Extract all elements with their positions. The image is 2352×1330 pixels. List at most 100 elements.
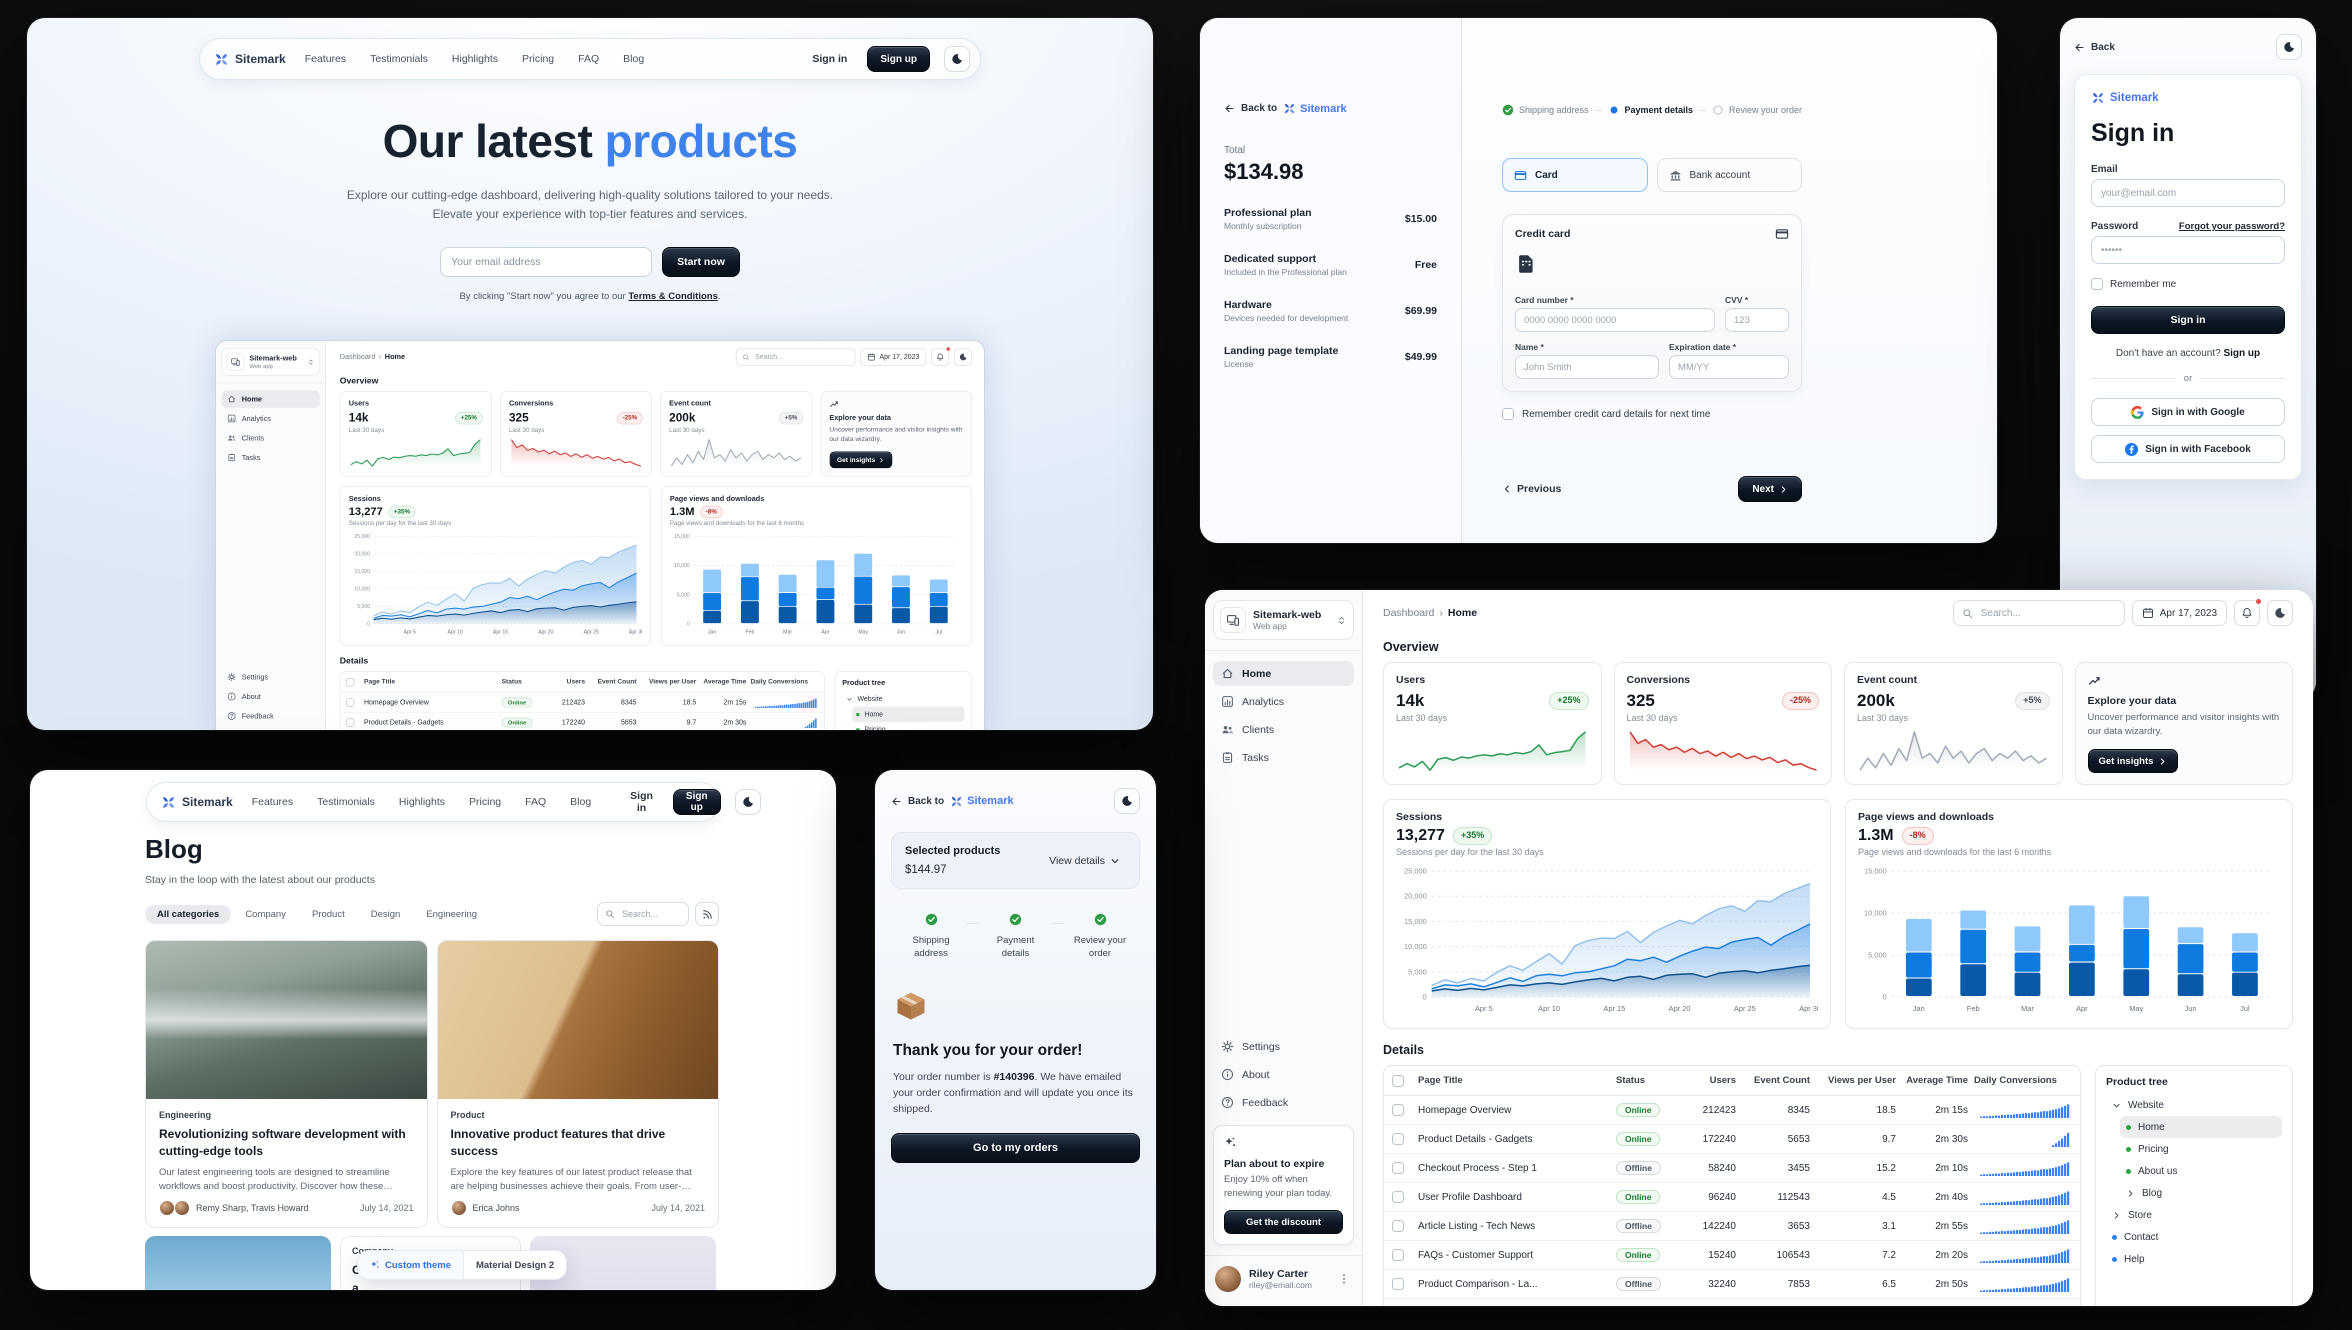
- sign-up-button[interactable]: Sign up: [867, 46, 930, 72]
- tree-item-home[interactable]: Home: [851, 706, 965, 722]
- stat-card-event-count[interactable]: Event count 200k +5% Last 30 days: [660, 391, 812, 477]
- sidebar-item-clients[interactable]: Clients: [222, 429, 320, 446]
- sidebar-item-feedback[interactable]: Feedback: [222, 707, 320, 724]
- tree-item-website[interactable]: Website: [2106, 1094, 2282, 1116]
- dark-mode-toggle[interactable]: [954, 347, 973, 367]
- table-row[interactable]: Shopping Cart - ElectronicsOnline4824085…: [1384, 1299, 2080, 1306]
- sidebar-item-tasks[interactable]: Tasks: [222, 449, 320, 466]
- step-shipping-address[interactable]: Shipping address: [901, 913, 961, 961]
- table-row[interactable]: Homepage Overview Online 212423 8345 18.5 2m …: [1384, 1096, 2080, 1125]
- sessions-chart-card[interactable]: Sessions 13,277 +35% Sessions per day for t…: [339, 486, 652, 647]
- tree-item-home[interactable]: Home: [2120, 1116, 2282, 1138]
- nav-link-highlights[interactable]: Highlights: [447, 50, 503, 68]
- date-picker-button[interactable]: Apr 17, 2023: [860, 347, 927, 367]
- nav-link-blog[interactable]: Blog: [618, 50, 649, 68]
- tree-item-website[interactable]: Website: [842, 691, 964, 706]
- table-row[interactable]: Product Details - Gadgets Online 172240 565…: [340, 713, 824, 730]
- user-menu-button[interactable]: [1336, 1271, 1352, 1287]
- get-discount-button[interactable]: Get the discount: [1224, 1210, 1343, 1234]
- pageviews-chart-card[interactable]: Page views and downloads 1.3M -8% Page view…: [1845, 799, 2293, 1029]
- remember-me-checkbox[interactable]: Remember me: [2091, 278, 2285, 290]
- search-input[interactable]: [1952, 600, 2125, 626]
- tree-item-pricing[interactable]: Pricing: [852, 722, 965, 730]
- select-all-checkbox[interactable]: [345, 677, 355, 687]
- sidebar-item-home[interactable]: Home: [221, 390, 320, 408]
- search-input[interactable]: [597, 902, 689, 926]
- date-picker-button[interactable]: Apr 17, 2023: [2131, 600, 2227, 626]
- row-checkbox[interactable]: [1392, 1191, 1404, 1203]
- stat-card-event-count[interactable]: Event count 200k +5% Last 30 days: [1844, 662, 2063, 785]
- step-review-your-order[interactable]: Review your order: [1712, 104, 1802, 116]
- table-row[interactable]: User Profile Dashboard Online 96240 112543 4…: [1384, 1183, 2080, 1212]
- row-checkbox[interactable]: [1392, 1104, 1404, 1116]
- category-chip-all-categories[interactable]: All categories: [145, 904, 232, 924]
- nav-link-blog[interactable]: Blog: [565, 793, 596, 811]
- sign-up-button[interactable]: Sign up: [672, 789, 721, 815]
- terms-link[interactable]: Terms & Conditions: [628, 291, 718, 303]
- row-checkbox[interactable]: [1392, 1162, 1404, 1174]
- tree-item-about-us[interactable]: About us: [2120, 1160, 2282, 1182]
- theme-switcher[interactable]: Custom theme Material Design 2: [357, 1250, 568, 1280]
- brand-logo[interactable]: Sitemark: [161, 795, 233, 810]
- step-payment-details[interactable]: Payment details: [1608, 104, 1693, 116]
- tree-item-pricing[interactable]: Pricing: [2120, 1138, 2282, 1160]
- name-input[interactable]: [1515, 355, 1659, 379]
- signup-link[interactable]: Sign up: [2223, 348, 2261, 359]
- search-field[interactable]: [1978, 606, 2116, 620]
- view-details-button[interactable]: View details: [1043, 854, 1126, 868]
- sidebar-item-clients[interactable]: Clients: [1213, 717, 1354, 742]
- step-shipping-address[interactable]: Shipping address: [1502, 104, 1589, 116]
- stat-card-conversions[interactable]: Conversions 325 -25% Last 30 days: [499, 391, 652, 477]
- tree-item-blog[interactable]: Blog: [2120, 1182, 2282, 1204]
- email-field[interactable]: [440, 247, 653, 278]
- cvv-input[interactable]: [1725, 308, 1789, 332]
- row-checkbox[interactable]: [345, 718, 355, 727]
- nav-link-features[interactable]: Features: [247, 793, 298, 811]
- nav-link-testimonials[interactable]: Testimonials: [312, 793, 380, 811]
- sidebar-item-analytics[interactable]: Analytics: [1213, 689, 1354, 714]
- blog-post-card[interactable]: Engineering Revolutionizing software deve…: [145, 940, 428, 1228]
- table-row[interactable]: Article Listing - Tech News Offline 142240…: [1384, 1212, 2080, 1241]
- password-field[interactable]: [2091, 236, 2285, 264]
- back-button[interactable]: Back: [2074, 42, 2115, 53]
- category-chip-company[interactable]: Company: [233, 905, 298, 924]
- row-checkbox[interactable]: [345, 698, 355, 707]
- sign-in-button[interactable]: Sign in: [624, 789, 659, 815]
- dark-mode-toggle[interactable]: [2267, 600, 2293, 626]
- facebook-signin-button[interactable]: Sign in with Facebook: [2091, 435, 2285, 463]
- blog-post-card[interactable]: Product Innovative product features that …: [436, 940, 719, 1228]
- sidebar-item-about[interactable]: About: [222, 688, 320, 705]
- stat-card-users[interactable]: Users 14k +25% Last 30 days: [339, 391, 492, 477]
- category-chip-design[interactable]: Design: [359, 905, 413, 924]
- dark-mode-toggle[interactable]: [944, 46, 970, 72]
- go-to-orders-button[interactable]: Go to my orders: [891, 1133, 1140, 1164]
- search-field[interactable]: [620, 908, 681, 920]
- row-checkbox[interactable]: [1392, 1133, 1404, 1145]
- sidebar-item-settings[interactable]: Settings: [222, 668, 320, 685]
- sidebar-item-feedback[interactable]: Feedback: [1213, 1090, 1354, 1115]
- table-row[interactable]: Checkout Process - Step 1 Offline 58240 345…: [1384, 1154, 2080, 1183]
- dark-mode-toggle[interactable]: [2276, 34, 2302, 60]
- sidebar-item-tasks[interactable]: Tasks: [1213, 745, 1354, 770]
- get-insights-button[interactable]: Get insights: [2087, 749, 2179, 773]
- select-all-checkbox[interactable]: [1392, 1074, 1404, 1087]
- expiry-input[interactable]: [1669, 355, 1789, 379]
- theme-option-custom[interactable]: Custom theme: [358, 1251, 463, 1279]
- blog-post-image[interactable]: [145, 1236, 331, 1290]
- card-number-input[interactable]: [1515, 308, 1715, 332]
- step-review-your-order[interactable]: Review your order: [1070, 913, 1130, 961]
- stat-card-users[interactable]: Users 14k +25% Last 30 days: [1383, 662, 1602, 785]
- sidebar-item-home[interactable]: Home: [1213, 661, 1354, 686]
- tree-item-help[interactable]: Help: [2106, 1248, 2282, 1270]
- table-row[interactable]: Homepage Overview Online 212423 8345 18.5 2m …: [340, 693, 825, 713]
- notifications-button[interactable]: [2234, 598, 2262, 626]
- pageviews-chart-card[interactable]: Page views and downloads 1.3M -8% Page view…: [660, 486, 973, 647]
- nav-link-features[interactable]: Features: [300, 50, 351, 68]
- remember-card-checkbox[interactable]: Remember credit card details for next ti…: [1502, 408, 1997, 420]
- rss-button[interactable]: [695, 902, 719, 926]
- step-payment-details[interactable]: Payment details: [986, 913, 1046, 961]
- tree-item-contact[interactable]: Contact: [2106, 1226, 2282, 1248]
- nav-link-testimonials[interactable]: Testimonials: [365, 50, 433, 68]
- search-field[interactable]: [753, 352, 849, 362]
- forgot-password-link[interactable]: Forgot your password?: [2178, 221, 2285, 232]
